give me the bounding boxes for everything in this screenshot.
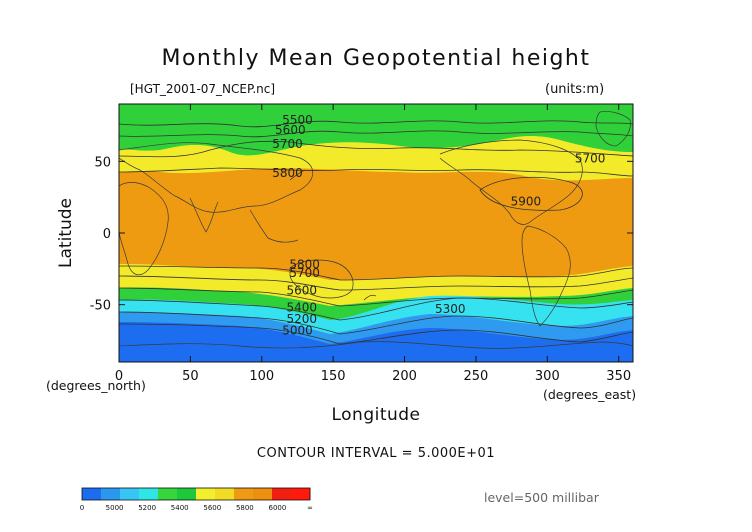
units-label: (units:m)	[545, 82, 605, 97]
contour-5600	[119, 130, 633, 138]
colorbar-swatch	[139, 488, 159, 500]
contour-label: 5700	[272, 137, 303, 151]
colorbar-label: ∞	[307, 504, 313, 512]
coast-north-america	[439, 139, 583, 225]
contour-label: 5200	[286, 312, 317, 326]
y-tick-label: 50	[94, 155, 111, 170]
x-tick-label: 50	[182, 369, 199, 384]
colorbar-label: 6000	[269, 504, 287, 512]
colorbar-label: 5600	[203, 504, 221, 512]
coast-newzealand	[363, 294, 377, 301]
coast-india	[189, 197, 219, 233]
coast-japan	[289, 169, 306, 181]
coast-australia	[289, 259, 354, 299]
contour-label: 5700	[575, 151, 606, 165]
contour-label: 5800	[272, 166, 303, 180]
contour-5700-s	[119, 275, 633, 291]
colorbar-swatch	[158, 488, 178, 500]
contour-5600-s	[119, 287, 633, 307]
x-tick-label: 0	[115, 369, 123, 384]
contour-label: 5500	[282, 113, 313, 127]
contour-label: 5400	[286, 301, 317, 315]
colorbar-swatch	[272, 488, 292, 500]
x-tick-label: 250	[464, 369, 489, 384]
pressure-level: level=500 millibar	[484, 490, 599, 505]
source-filename: [HGT_2001-07_NCEP.nc]	[130, 82, 276, 96]
contour-5700	[119, 140, 633, 158]
x-ticks: 0 50 100 150 200 250 300 350	[115, 104, 631, 384]
contour-interval: CONTOUR INTERVAL = 5.000E+01	[256, 446, 496, 461]
colorbar: 0 5000 5200 5400 5600 5800 6000 ∞	[80, 487, 313, 512]
contour-label: 5700	[289, 266, 320, 280]
x-tick-label: 200	[392, 369, 417, 384]
contour-5400-s	[119, 297, 633, 321]
coast-southeast-asia	[249, 209, 299, 243]
colorbar-frame	[81, 487, 311, 501]
x-tick-label: 150	[321, 369, 346, 384]
colorbar-label: 5000	[106, 504, 124, 512]
x-axis-unit-left: (degrees_north)	[46, 378, 146, 393]
x-tick-label: 350	[606, 369, 631, 384]
coast-greenland	[595, 111, 631, 147]
contour-label: 5300	[435, 302, 466, 316]
colorbar-label: 5200	[138, 504, 156, 512]
colorbar-label: 5800	[236, 504, 254, 512]
contour-5800-s	[119, 265, 633, 281]
x-tick-label: 300	[535, 369, 560, 384]
y-ticks: 50 0 -50	[90, 155, 633, 314]
colorbar-swatch	[101, 488, 121, 500]
coast-antarctica	[119, 341, 633, 349]
contour-labels: 5500560057005800570059005800570056005400…	[272, 113, 605, 338]
contour-label: 5600	[286, 283, 317, 297]
colorbar-swatch	[196, 488, 216, 500]
plot-area: 5500560057005800570059005800570056005400…	[119, 104, 633, 362]
contour-label: 5600	[275, 123, 306, 137]
colorbar-swatch	[253, 488, 273, 500]
contour-lines	[119, 120, 633, 345]
x-axis-unit-right: (degrees_east)	[543, 387, 637, 402]
contour-5500	[119, 120, 633, 128]
colorbar-swatch	[234, 488, 254, 500]
contour-5000-s	[119, 323, 633, 345]
y-tick-label: -50	[90, 299, 111, 314]
colorbar-swatch	[291, 488, 311, 500]
contour-5800	[119, 167, 633, 177]
x-axis-label: Longitude	[331, 405, 421, 425]
y-tick-label: 0	[103, 227, 111, 242]
contour-label: 5000	[282, 323, 313, 337]
x-tick-label: 100	[249, 369, 274, 384]
contour-label: 5900	[511, 194, 542, 208]
contour-5900	[479, 176, 583, 211]
colorbar-label: 5400	[171, 504, 189, 512]
chart-title: Monthly Mean Geopotential height	[161, 46, 591, 71]
coast-south-america	[521, 225, 571, 327]
coast-africa	[119, 182, 169, 276]
colorbar-label: 0	[80, 504, 84, 512]
contour-label: 5800	[289, 258, 320, 272]
coast-eurasia	[119, 142, 314, 213]
coastlines	[119, 111, 633, 349]
colorbar-swatch	[82, 488, 102, 500]
colorbar-swatch	[120, 488, 140, 500]
colorbar-swatch	[177, 488, 197, 500]
colorbar-swatch	[215, 488, 235, 500]
contour-5200-s	[119, 311, 633, 335]
